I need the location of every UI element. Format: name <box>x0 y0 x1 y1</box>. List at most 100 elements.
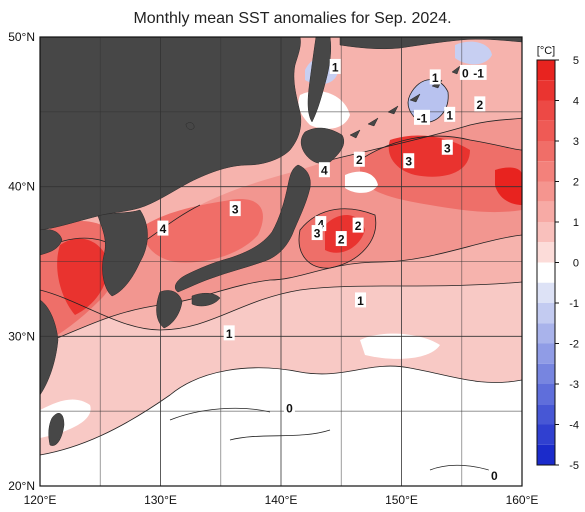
colorbar-step <box>537 363 555 384</box>
lon-tick-label: 130°E <box>144 493 177 507</box>
contour-label-box <box>353 151 365 167</box>
contour-label: 1 <box>332 60 339 74</box>
colorbar-step <box>537 282 555 303</box>
lon-tick-label: 150°E <box>385 493 418 507</box>
contour-label: 4 <box>317 218 324 232</box>
colorbar-tick-label: -2 <box>569 339 579 351</box>
lat-tick-label: 20°N <box>8 479 35 493</box>
contour-label: 3 <box>405 155 412 169</box>
contour-label-box <box>413 109 430 125</box>
contour-label: 3 <box>232 203 239 217</box>
colorbar-step <box>537 120 555 141</box>
colorbar-step <box>537 262 555 283</box>
contour-label-box <box>157 220 169 236</box>
colorbar-tick-label: -1 <box>569 298 579 310</box>
contour-label-box <box>403 153 415 169</box>
contour-label-box <box>459 64 471 80</box>
land-honshu <box>175 164 311 293</box>
contour-label: 2 <box>356 153 363 167</box>
land-hokkaido <box>300 127 345 164</box>
contour-label: 4 <box>321 164 328 178</box>
contour-label-box <box>444 106 456 122</box>
lat-tick-label: 50°N <box>8 30 35 44</box>
contour-label: 2 <box>476 98 483 112</box>
contour-label: 1 <box>357 294 364 308</box>
colorbar-step <box>537 181 555 202</box>
lat-tick-label: 30°N <box>8 329 35 343</box>
colorbar-step <box>537 222 555 243</box>
contour-label-box <box>429 69 441 85</box>
contour-label-box <box>223 325 235 341</box>
colorbar-step <box>537 80 555 101</box>
land-taiwan <box>48 413 65 446</box>
colorbar-tick-label: 2 <box>573 177 579 189</box>
land-okhotsk-coast <box>339 37 522 50</box>
latitude-tick-labels: 50°N 40°N 30°N 20°N <box>8 30 35 493</box>
land-china-coast <box>40 229 63 256</box>
contour-label: 1 <box>432 71 439 85</box>
colorbar-step <box>537 343 555 364</box>
longitude-tick-labels: 120°E 130°E 140°E 150°E 160°E <box>24 493 539 507</box>
colorbar-tick-labels: 5 4 3 2 1 0 -1 -2 -3 -4 -5 <box>555 55 579 472</box>
colorbar-step <box>537 161 555 182</box>
lon-tick-label: 120°E <box>24 493 57 507</box>
colorbar-unit: [°C] <box>537 45 555 57</box>
land-kuril-islands <box>349 65 461 139</box>
contour-label-box <box>329 58 341 74</box>
contour-label: 0 <box>491 469 498 483</box>
contour-label: 2 <box>338 233 345 247</box>
contour-label-box <box>470 64 487 80</box>
colorbar-step <box>537 384 555 405</box>
contour-label: -1 <box>473 66 484 80</box>
contour-label-box <box>441 139 453 155</box>
contour-label: 0 <box>286 402 293 416</box>
map-title: Monthly mean SST anomalies for Sep. 2024… <box>133 10 452 27</box>
land-sakhalin <box>307 37 332 123</box>
contour-label-box <box>229 201 241 217</box>
lat-tick-label: 40°N <box>8 180 35 194</box>
colorbar-step <box>537 201 555 222</box>
colorbar-tick-label: -4 <box>569 420 579 432</box>
contour-label: 1 <box>226 327 233 341</box>
colorbar-step <box>537 323 555 344</box>
contour-label: 1 <box>446 108 453 122</box>
land-china-south <box>40 299 59 396</box>
contour-label: 3 <box>314 227 321 241</box>
contour-label-box <box>474 96 486 112</box>
land-kyushu <box>156 290 183 329</box>
colorbar-step <box>537 242 555 263</box>
colorbar-tick-label: 1 <box>573 217 579 229</box>
contour-label-box <box>355 292 367 308</box>
colorbar-step <box>537 303 555 324</box>
colorbar-steps <box>537 60 555 465</box>
land-shikoku <box>191 293 221 307</box>
contour-label-box <box>335 231 347 247</box>
anomaly-area-near-zero <box>360 333 440 359</box>
land-korean-peninsula <box>97 209 148 297</box>
colorbar-tick-label: 3 <box>573 136 579 148</box>
colorbar: [°C] 5 4 3 2 1 0 -1 -2 -3 -4 -5 <box>536 45 579 472</box>
colorbar-tick-label: 0 <box>573 258 579 270</box>
anomaly-area-plus-5 <box>495 167 522 205</box>
colorbar-step <box>537 404 555 425</box>
contour-label: 0 <box>462 66 469 80</box>
colorbar-step <box>537 444 555 465</box>
lon-tick-label: 140°E <box>265 493 298 507</box>
colorbar-tick-label: 4 <box>573 96 579 108</box>
anomaly-area-minus-1 <box>455 41 492 65</box>
colorbar-step <box>537 141 555 162</box>
contour-label-box <box>318 162 330 178</box>
map-frame <box>39 36 523 487</box>
colorbar-tick-label: -5 <box>569 460 579 472</box>
contour-label: 3 <box>444 141 451 155</box>
contour-label: 2 <box>355 219 362 233</box>
colorbar-tick-label: -3 <box>569 379 579 391</box>
land-areas <box>40 37 522 446</box>
contour-label: -1 <box>417 111 428 125</box>
anomaly-area-near-zero <box>345 171 378 193</box>
colorbar-tick-label: 5 <box>573 55 579 67</box>
contour-label-box <box>283 400 295 416</box>
contour-label-box <box>311 225 323 241</box>
